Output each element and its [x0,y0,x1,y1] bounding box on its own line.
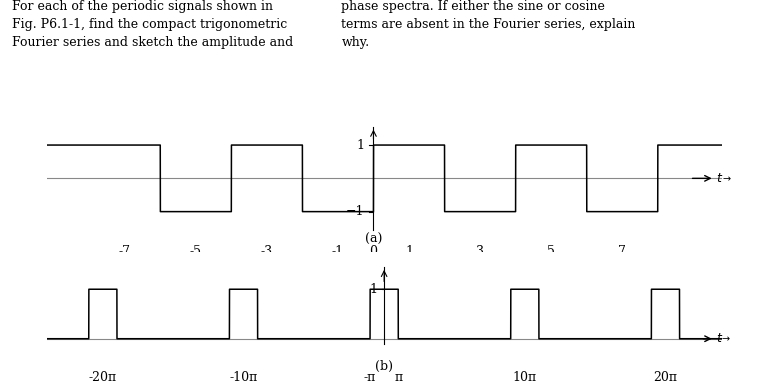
Text: 1: 1 [357,139,365,152]
Text: (a): (a) [365,233,382,246]
Text: 1: 1 [369,283,377,296]
Text: $t$: $t$ [716,332,723,345]
Text: $\rightarrow$: $\rightarrow$ [721,173,733,183]
Text: (b): (b) [375,359,393,372]
Text: For each of the periodic signals shown in
Fig. P6.1-1, find the compact trigonom: For each of the periodic signals shown i… [12,0,293,49]
Text: $t$: $t$ [716,172,724,185]
Text: −1: −1 [346,205,365,218]
Text: $\rightarrow$: $\rightarrow$ [720,334,732,344]
Text: phase spectra. If either the sine or cosine
terms are absent in the Fourier seri: phase spectra. If either the sine or cos… [341,0,636,49]
